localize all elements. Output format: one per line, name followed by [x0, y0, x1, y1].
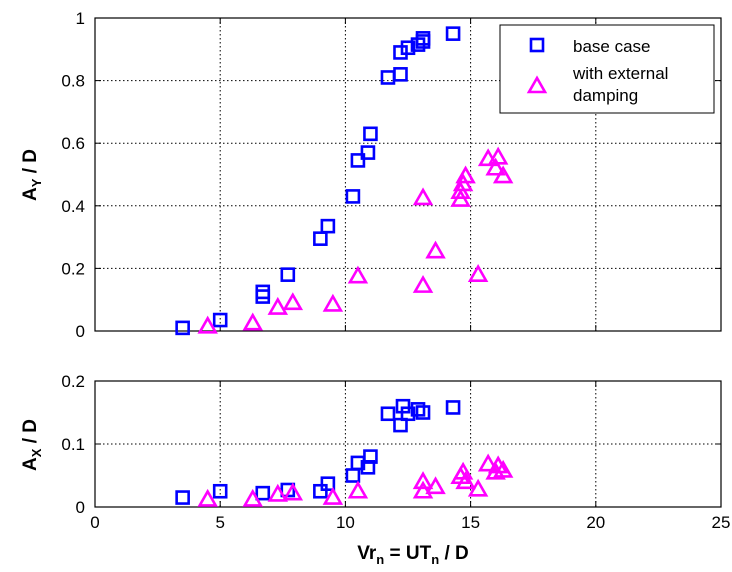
data-point-square: [445, 400, 461, 415]
y-tick-label: 0.2: [61, 259, 85, 278]
data-point-triangle: [267, 296, 289, 315]
data-point-triangle: [477, 453, 499, 472]
data-point-triangle: [347, 265, 369, 284]
plot-frame: [94, 380, 722, 508]
data-point-triangle: [412, 187, 434, 206]
data-point-triangle: [242, 488, 263, 507]
data-point-square: [360, 145, 376, 160]
y-tick-label: 1: [76, 9, 85, 28]
data-point-triangle: [267, 483, 289, 502]
x-tick-label: 15: [461, 513, 480, 532]
top-panel: 0 0.2 0.4 0.6 0.8 1 base case with external damp…: [61, 9, 722, 341]
y-tick-label: 0.8: [61, 72, 85, 91]
data-point-triangle: [242, 312, 263, 331]
x-axis-label: Vrn = UTn / D: [357, 543, 468, 567]
data-point-square: [345, 189, 361, 204]
data-point-square: [320, 476, 336, 491]
data-point-triangle: [492, 459, 514, 478]
legend-label-base-case: base case: [573, 37, 651, 56]
data-point-square: [393, 67, 408, 82]
data-point-square: [415, 405, 431, 420]
data-point-square: [415, 31, 431, 46]
x-tick-label: 5: [215, 513, 224, 532]
data-point-triangle: [347, 480, 369, 499]
data-point-square: [175, 320, 190, 336]
y-tick-label: 0.1: [61, 435, 85, 454]
data-point-square: [363, 449, 378, 464]
legend-marker-square: [529, 37, 545, 53]
legend-label-external-damping: with external damping: [572, 64, 668, 105]
data-point-square: [313, 231, 328, 246]
data-point-square: [255, 485, 271, 501]
data-point-square: [175, 490, 190, 505]
data-point-triangle: [322, 486, 344, 505]
data-point-triangle: [197, 488, 218, 507]
data-point-triangle: [487, 146, 509, 165]
data-point-triangle: [197, 315, 218, 334]
data-point-triangle: [492, 165, 514, 184]
bottom-panel: 0 0.1 0.2 0 5 10 15 20 25: [61, 372, 730, 532]
data-point-triangle: [282, 482, 304, 501]
data-point-triangle: [412, 274, 434, 293]
data-point-square: [255, 284, 271, 300]
data-point-triangle: [467, 264, 489, 282]
legend-marker-triangle: [526, 75, 548, 94]
legend: base case with external damping: [499, 24, 715, 114]
y-axis-label-bottom: AX / D: [20, 419, 44, 471]
y-tick-label: 0.4: [61, 197, 85, 216]
data-point-triangle: [467, 478, 489, 497]
data-point-square: [400, 40, 416, 56]
data-point-triangle: [455, 471, 476, 490]
data-point-triangle: [425, 476, 446, 495]
data-point-square: [350, 153, 366, 168]
x-tick-label: 25: [712, 513, 731, 532]
x-tick-label: 0: [90, 513, 99, 532]
y-tick-label: 0: [76, 498, 85, 517]
data-point-square: [380, 406, 396, 422]
data-point-square: [363, 126, 378, 142]
data-point-triangle: [322, 293, 344, 312]
data-point-triangle: [412, 471, 434, 490]
data-point-square: [393, 417, 408, 433]
data-point-square: [393, 45, 408, 60]
y-tick-label: 0.6: [61, 134, 85, 153]
y-axis-label-top: AY / D: [20, 149, 44, 201]
y-tick-label: 0: [76, 322, 85, 341]
data-point-square: [320, 218, 336, 234]
data-point-square: [212, 483, 228, 499]
data-point-triangle: [412, 480, 434, 499]
y-tick-label: 0.2: [61, 372, 85, 391]
data-point-square: [280, 267, 296, 282]
data-point-square: [313, 483, 328, 499]
data-point-square: [400, 406, 416, 422]
data-point-triangle: [485, 157, 506, 176]
data-point-square: [212, 312, 228, 328]
data-point-triangle: [282, 292, 304, 311]
data-point-triangle: [425, 240, 446, 259]
x-tick-label: 10: [336, 513, 355, 532]
data-point-square: [445, 26, 461, 41]
x-tick-label: 20: [586, 513, 605, 532]
data-point-triangle: [455, 165, 476, 184]
plot-frame: [94, 17, 722, 332]
axis-labels: AY / D AX / D Vrn = UTn / D: [20, 149, 469, 567]
